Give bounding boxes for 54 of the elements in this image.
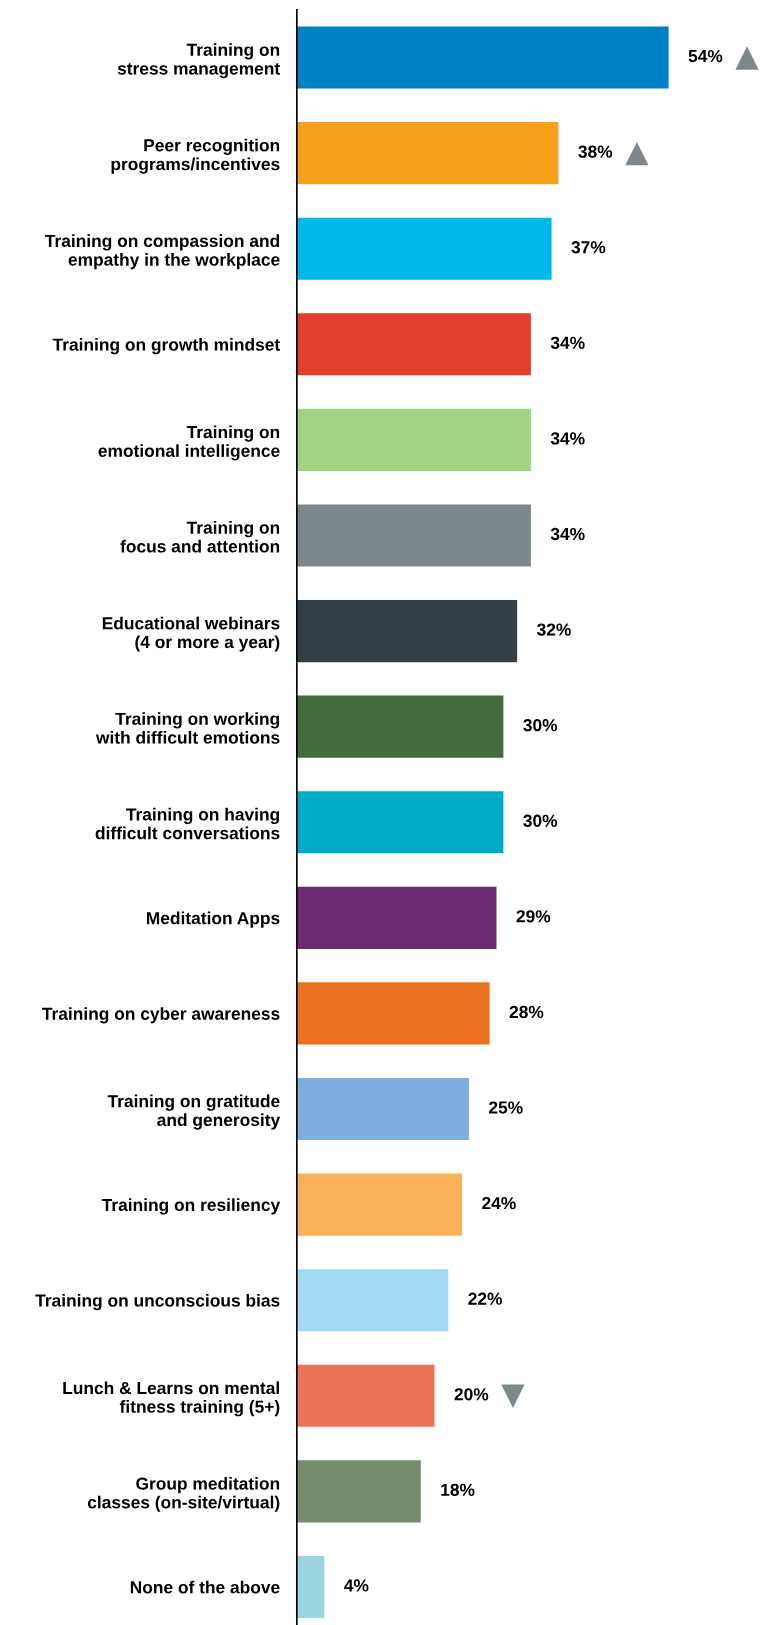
bar [296,982,490,1045]
data-label: 34% [550,336,585,349]
y-tick-label: Training on working with difficult emotions [95,712,280,744]
y-tick-label: Training on emotional intelligence [98,425,280,461]
annotation: ▼ [501,1384,525,1408]
y-tick-label: Training on having difficult conversations [95,807,280,840]
data-label: 18% [441,1483,475,1497]
data-label: 4% [344,1579,369,1592]
data-label: 54% [688,49,723,63]
bar [296,791,504,854]
data-label: 34% [550,432,585,445]
bar [296,26,669,89]
bar [296,504,531,567]
data-label: 34% [550,527,585,541]
data-label: 30% [523,719,558,732]
data-label: 24% [482,1196,516,1210]
y-tick-label: Peer recognition programs/incentives [111,138,280,174]
bar [296,1555,325,1619]
data-label: 37% [571,241,606,254]
data-label: 30% [523,814,558,827]
y-tick-label: Training on unconscious bias [35,1293,280,1311]
bar [296,886,497,949]
bar [296,217,552,280]
bar [296,1173,463,1236]
y-tick-label: Training on compassion and empathy in the workplace [45,234,280,270]
bar [296,600,518,663]
y-tick-label: Training on resiliency [101,1198,281,1215]
bar [296,1364,435,1427]
bar [296,695,504,758]
bar [296,313,531,376]
annotation: ▲ [735,46,759,70]
y-tick-label: Training on focus and attention [120,521,280,553]
bar [296,408,531,471]
data-label: 28% [509,1005,544,1019]
y-tick-label: Meditation Apps [146,911,280,928]
annotation: ▲ [625,141,649,166]
y-tick-label: None of the above [130,1580,280,1594]
y-tick-label: Educational webinars (4 or more a year) [102,616,280,652]
data-label: 20% [454,1388,489,1401]
data-label: 25% [489,1101,523,1114]
data-label: 38% [578,145,613,158]
y-tick-label: Training on gratitude and generosity [107,1094,281,1130]
data-label: 29% [516,910,551,923]
y-tick-label: Group meditation classes (on-site/virtual) [87,1476,280,1512]
y-tick-label: Training on cyber awareness [42,1007,280,1024]
data-label: 32% [536,623,571,636]
y-tick-label: Training on stress management [117,43,280,79]
bar [296,122,559,185]
bar [296,1077,469,1141]
bar [296,1460,421,1523]
y-tick-label: Lunch & Learns on mental fitness training (5+) [63,1381,280,1417]
data-label: 22% [468,1292,503,1305]
y-tick-label: Training on growth mindset [52,338,280,355]
bar [296,1269,449,1332]
